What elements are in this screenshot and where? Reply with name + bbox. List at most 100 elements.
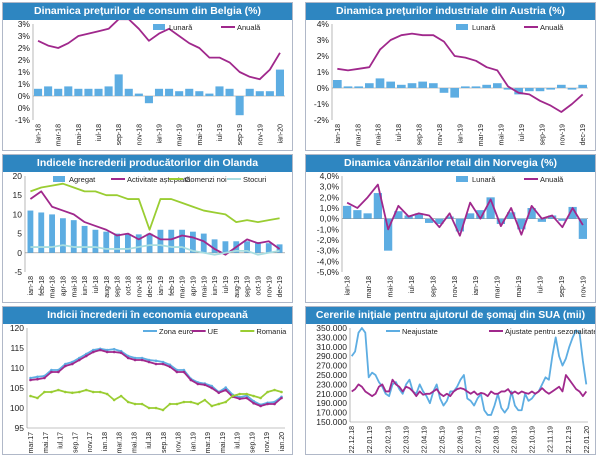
data-point (196, 402, 200, 406)
series-line (30, 182, 280, 231)
data-point (133, 402, 137, 406)
data-point (266, 390, 269, 394)
y-tick-label: -5 (14, 267, 22, 277)
bar (578, 218, 587, 239)
bar (425, 218, 434, 223)
data-point (238, 392, 241, 396)
x-tick-label: sep-18 (430, 276, 437, 298)
data-point (168, 363, 172, 367)
x-tick-label: 22.01.19 (367, 426, 374, 453)
x-tick-label: nov.17 (87, 432, 94, 453)
bar (476, 210, 485, 219)
chart-austria-ppi: -2% -1% 0% 1% 2% 3% 4% ian-18 mar-18 mai-18 iul-18… (314, 20, 588, 146)
y-tick-label: 0% (18, 103, 31, 113)
x-tick-label: nov-19 (266, 276, 273, 298)
x-tick-label: dec-19 (277, 276, 284, 298)
chart-title-us: Cererile inițiale pentru ajutorul de șom… (306, 307, 595, 324)
bar (200, 233, 207, 253)
x-tick-label: mai-19 (498, 124, 505, 146)
bar (175, 91, 184, 96)
legend: Lunară Anuală (456, 175, 564, 184)
bar (125, 234, 131, 253)
bar (394, 211, 403, 219)
bar (482, 84, 491, 88)
series-line (337, 32, 584, 113)
data-point (71, 362, 74, 366)
chart-title-olanda: Indicele încrederii producătorilor din O… (3, 155, 292, 172)
x-tick-label: 22.12.19 (566, 426, 573, 453)
bar (517, 218, 526, 230)
x-tick-label: mai-18 (71, 276, 78, 298)
data-point (259, 404, 262, 408)
bar (70, 220, 77, 253)
bar (103, 231, 110, 253)
x-tick-label: iul-19 (217, 124, 224, 141)
data-point (147, 358, 151, 362)
x-tick-label: 22.09.19 (512, 426, 519, 453)
bar (255, 242, 261, 253)
legend-label: Comenzi noi (185, 175, 227, 184)
data-point (50, 370, 53, 374)
data-point (29, 378, 32, 382)
y-tick-label: 20 (13, 172, 23, 181)
series-line (37, 20, 281, 81)
bar (445, 216, 454, 219)
legend: Neajustate Ajustate pentru sezonalitate (386, 327, 595, 336)
data-point (182, 368, 186, 372)
data-point (133, 356, 137, 360)
bar (185, 88, 194, 96)
x-tick-label: sep-18 (115, 276, 122, 298)
x-tick-label: ian-18 (28, 276, 35, 296)
bar (493, 83, 502, 88)
legend-swatch (456, 24, 468, 30)
data-point (50, 390, 53, 394)
data-point (245, 392, 248, 396)
x-tick-label: nov-19 (580, 276, 587, 298)
data-point (105, 392, 109, 396)
y-tick-label: 190.000 (316, 398, 347, 408)
data-point (140, 356, 144, 360)
bar (527, 208, 536, 219)
x-tick-label: sep.17 (72, 432, 79, 453)
chart-olanda-confidence: -5 0 5 10 15 20 ian-18 feb-18 mar-18 apr-18 mai-18… (13, 172, 285, 298)
x-tick-label: mai.18 (131, 432, 138, 453)
legend-label: Romania (256, 327, 287, 336)
data-point (36, 396, 39, 400)
legend-label: Zona euro (159, 327, 193, 336)
x-tick-label: sep.18 (161, 432, 168, 453)
series-line (350, 327, 588, 416)
x-tick-label: oct-18 (125, 276, 132, 296)
axis-group: -5 0 5 10 15 20 ian-18 feb-18 mar-18 apr-18 mai-18… (13, 172, 285, 298)
x-tick-label: iul-18 (396, 124, 403, 141)
x-tick-label: 22.07.19 (476, 426, 483, 453)
bar (503, 88, 513, 90)
bar (144, 96, 153, 104)
data-point (119, 394, 123, 398)
x-tick-label: nov-19 (257, 124, 264, 146)
bar (435, 218, 444, 224)
data-point (168, 402, 172, 406)
legend: Lunară Anuală (456, 23, 564, 32)
panel-austria-ppi: Dinamica prețurilor industriale din Aust… (305, 2, 596, 151)
data-point (154, 406, 158, 410)
data-point (77, 358, 81, 362)
bar (38, 212, 45, 253)
bar (168, 229, 175, 253)
y-tick-label: 2,0% (320, 192, 340, 202)
bar (179, 229, 185, 253)
bar (373, 193, 382, 219)
x-tick-label: ian-19 (473, 276, 480, 296)
series-anual- (37, 20, 281, 81)
y-tick-label: 1,0% (320, 203, 340, 213)
y-tick-label: 5 (17, 229, 22, 239)
data-point (189, 378, 193, 382)
panel-us-jobless: Cererile inițiale pentru ajutorul de șom… (305, 306, 596, 455)
y-tick-label: -2% (314, 115, 330, 125)
data-point (140, 402, 144, 406)
x-tick-label: mar-18 (355, 124, 362, 146)
bar (190, 231, 196, 253)
y-tick-label: 4% (317, 20, 330, 29)
bar (414, 213, 423, 219)
axis-group: 150.000170.000190.000210.000230.000250.0… (316, 324, 591, 453)
x-tick-label: iul-18 (96, 124, 103, 141)
